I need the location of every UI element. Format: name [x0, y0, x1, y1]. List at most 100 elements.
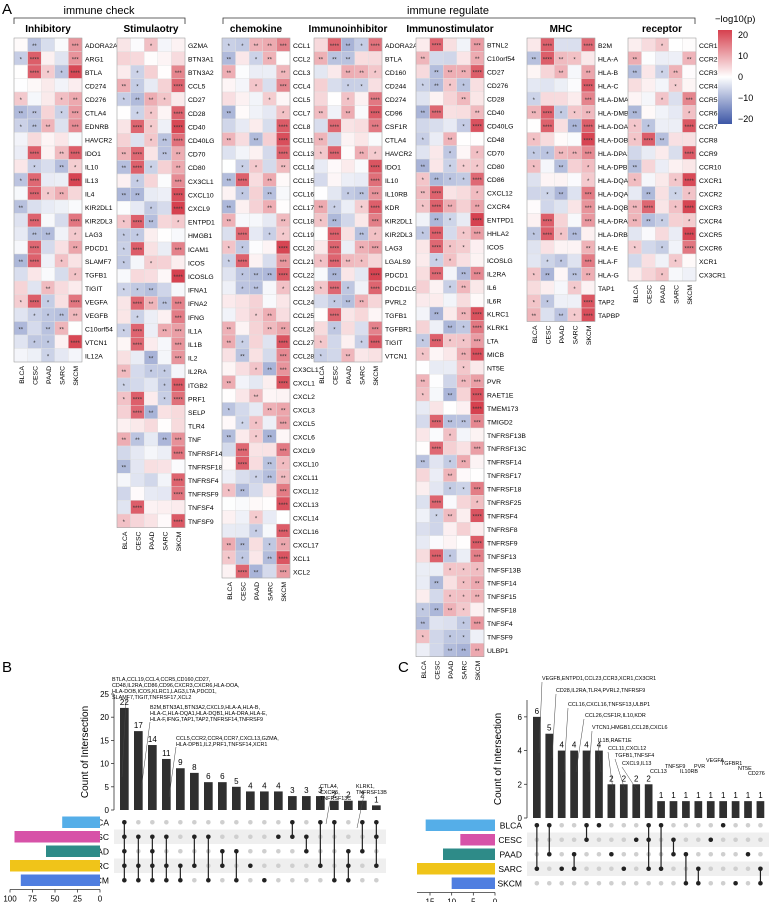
significance-mark: ** — [162, 329, 167, 335]
significance-mark: * — [422, 205, 425, 211]
heatmap-border — [415, 37, 485, 657]
heatmap-cell — [171, 228, 186, 243]
heatmap-cell — [313, 307, 328, 322]
annotation-leader — [614, 758, 626, 791]
heatmap-cell — [470, 293, 485, 308]
bar-value-label: 6 — [220, 772, 225, 781]
significance-mark: *** — [280, 260, 288, 266]
matrix-dot-inactive — [584, 880, 589, 886]
heatmap-cell — [341, 334, 356, 349]
matrix-dot-inactive — [720, 851, 726, 857]
heatmap-gene-label: CD160 — [385, 70, 406, 77]
heatmap-cell — [221, 523, 236, 538]
heatmap-cell — [341, 145, 356, 160]
heatmap-cell — [368, 132, 383, 147]
set-size-bar — [14, 831, 100, 843]
significance-mark: ** — [18, 206, 23, 212]
gene-annotation: TGFB1,TNFSF4 — [615, 753, 654, 759]
gene-annotation: IL10RB — [680, 769, 698, 775]
heatmap-gene-label: CXCL5 — [293, 421, 315, 428]
heatmap-cell — [368, 253, 383, 268]
heatmap-gene-label: CCR2 — [699, 56, 718, 63]
sample-label: BLCA — [319, 366, 326, 384]
significance-mark: ** — [254, 570, 259, 576]
heatmap-cell — [130, 51, 145, 66]
matrix-dot-active — [745, 851, 751, 857]
heatmap-cell — [27, 132, 42, 147]
significance-mark: **** — [238, 449, 248, 455]
significance-mark: * — [573, 287, 576, 293]
heatmap-cell — [157, 309, 172, 324]
heatmap-cell — [248, 253, 263, 268]
bar-value-label: 4 — [572, 741, 577, 750]
heatmap-gene-label: CXCL11 — [293, 475, 318, 482]
heatmap-cell — [641, 51, 656, 66]
matrix-dot-inactive — [360, 877, 365, 883]
sample-label: SKCM — [73, 366, 80, 386]
heatmap-cell — [262, 348, 277, 363]
significance-mark: **** — [473, 178, 483, 184]
heatmap-cell — [221, 510, 236, 525]
significance-mark: **** — [330, 233, 340, 239]
heatmap-cell — [554, 280, 569, 295]
significance-mark: ** — [448, 474, 453, 480]
heatmap-cell — [627, 267, 642, 282]
heatmap-cell — [27, 199, 42, 214]
significance-mark: ** — [254, 273, 259, 279]
matrix-dot-inactive — [290, 863, 295, 869]
bar-value-label: 17 — [134, 721, 143, 730]
significance-mark: *** — [686, 98, 694, 104]
significance-mark: ** — [32, 233, 37, 239]
heatmap-cell — [143, 486, 158, 501]
heatmap-cell — [157, 405, 172, 420]
size-tick-label: 75 — [28, 895, 37, 902]
heatmap-gene-label: CXCR2 — [699, 191, 722, 198]
heatmap-gene-label: IL10 — [385, 178, 398, 185]
heatmap-cell — [526, 253, 541, 268]
heatmap-cell — [443, 400, 458, 415]
matrix-dot-inactive — [234, 834, 239, 840]
matrix-dot-inactive — [720, 866, 726, 872]
heatmap-cell — [68, 253, 83, 268]
heatmap-cell — [276, 172, 291, 187]
heatmap-cell — [567, 172, 582, 187]
significance-mark: *** — [474, 44, 482, 50]
heatmap-gene-label: CXCR4 — [487, 204, 510, 211]
heatmap-gene-label: CD276 — [85, 97, 106, 104]
heatmap-gene-label: CXCL16 — [293, 529, 319, 536]
size-tick-label: 15 — [426, 898, 435, 902]
gene-annotation: CXCL9,IL13 — [622, 761, 651, 767]
matrix-dot-inactive — [234, 819, 239, 825]
heatmap-gene-label: TNFSF13 — [487, 554, 517, 561]
heatmap-gene-label: TNFSF4 — [188, 505, 214, 512]
intersection-bar — [302, 796, 311, 810]
heatmap-cell — [655, 51, 670, 66]
significance-mark: * — [360, 84, 363, 90]
significance-mark: * — [573, 314, 576, 320]
heatmap-cell — [540, 78, 555, 93]
set-size-bar — [46, 845, 100, 857]
significance-mark: ** — [267, 57, 272, 63]
heatmap-cell — [655, 186, 670, 201]
significance-mark: * — [74, 233, 77, 239]
significance-mark: * — [674, 260, 677, 266]
significance-mark: ** — [448, 609, 453, 615]
annotation-leader — [140, 721, 151, 791]
heatmap-gene-label: LAG3 — [85, 232, 103, 239]
significance-mark: * — [255, 368, 258, 374]
matrix-dot-inactive — [304, 877, 309, 883]
significance-mark: ** — [461, 272, 466, 278]
significance-mark: **** — [279, 530, 289, 536]
significance-mark: ** — [632, 71, 637, 77]
heatmap-cell — [368, 294, 383, 309]
intersection-bar — [176, 768, 185, 810]
heatmap-cell — [429, 51, 444, 66]
significance-mark: **** — [371, 165, 381, 171]
heatmap-cell — [116, 309, 131, 324]
significance-mark: * — [60, 71, 63, 77]
significance-mark: * — [688, 192, 691, 198]
annotation-leader — [575, 718, 585, 773]
heatmap-cell — [262, 375, 277, 390]
heatmap-cell — [235, 51, 250, 66]
heatmap-gene-label: PVRL2 — [385, 299, 407, 306]
